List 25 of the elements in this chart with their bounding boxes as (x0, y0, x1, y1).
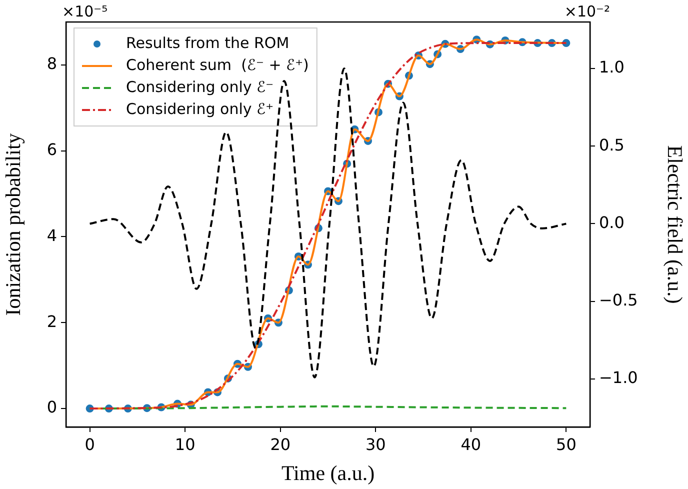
x-tick-label: 40 (460, 434, 482, 454)
x-tick-label: 0 (84, 434, 95, 454)
y2-tick-label: −0.5 (599, 290, 638, 310)
text: ×10⁻⁵ (62, 2, 108, 20)
legend-label: Results from the ROM (126, 34, 290, 52)
legend-label: Coherent sum (ℰ⁻ + ℰ⁺) (126, 56, 309, 74)
x-tick-label: 50 (556, 434, 576, 454)
x-tick-label: 30 (365, 434, 386, 454)
y-axis-title: Ionization probability (1, 132, 26, 316)
text: ×10⁻² (564, 2, 610, 20)
x-tick-label: 10 (174, 434, 196, 454)
y2-axis-title: Electric field (a.u.) (662, 145, 687, 304)
y-tick-label: 6 (46, 140, 57, 159)
y-tick-label: 2 (46, 312, 57, 331)
legend-label: Considering only ℰ⁺ (126, 100, 274, 118)
y2-tick-label: 1.0 (599, 58, 624, 77)
y2-tick-label: 0.0 (599, 212, 624, 232)
legend-label: Considering only ℰ⁻ (126, 78, 274, 96)
y-tick-label: 8 (46, 54, 57, 74)
y-tick-label: 0 (46, 398, 57, 417)
x-axis-title: Time (a.u.) (281, 460, 375, 485)
y-tick-label: 4 (46, 226, 57, 245)
y2-tick-label: −1.0 (599, 368, 638, 388)
x-tick-label: 20 (270, 434, 291, 454)
y2-tick-label: 0.5 (599, 135, 624, 154)
